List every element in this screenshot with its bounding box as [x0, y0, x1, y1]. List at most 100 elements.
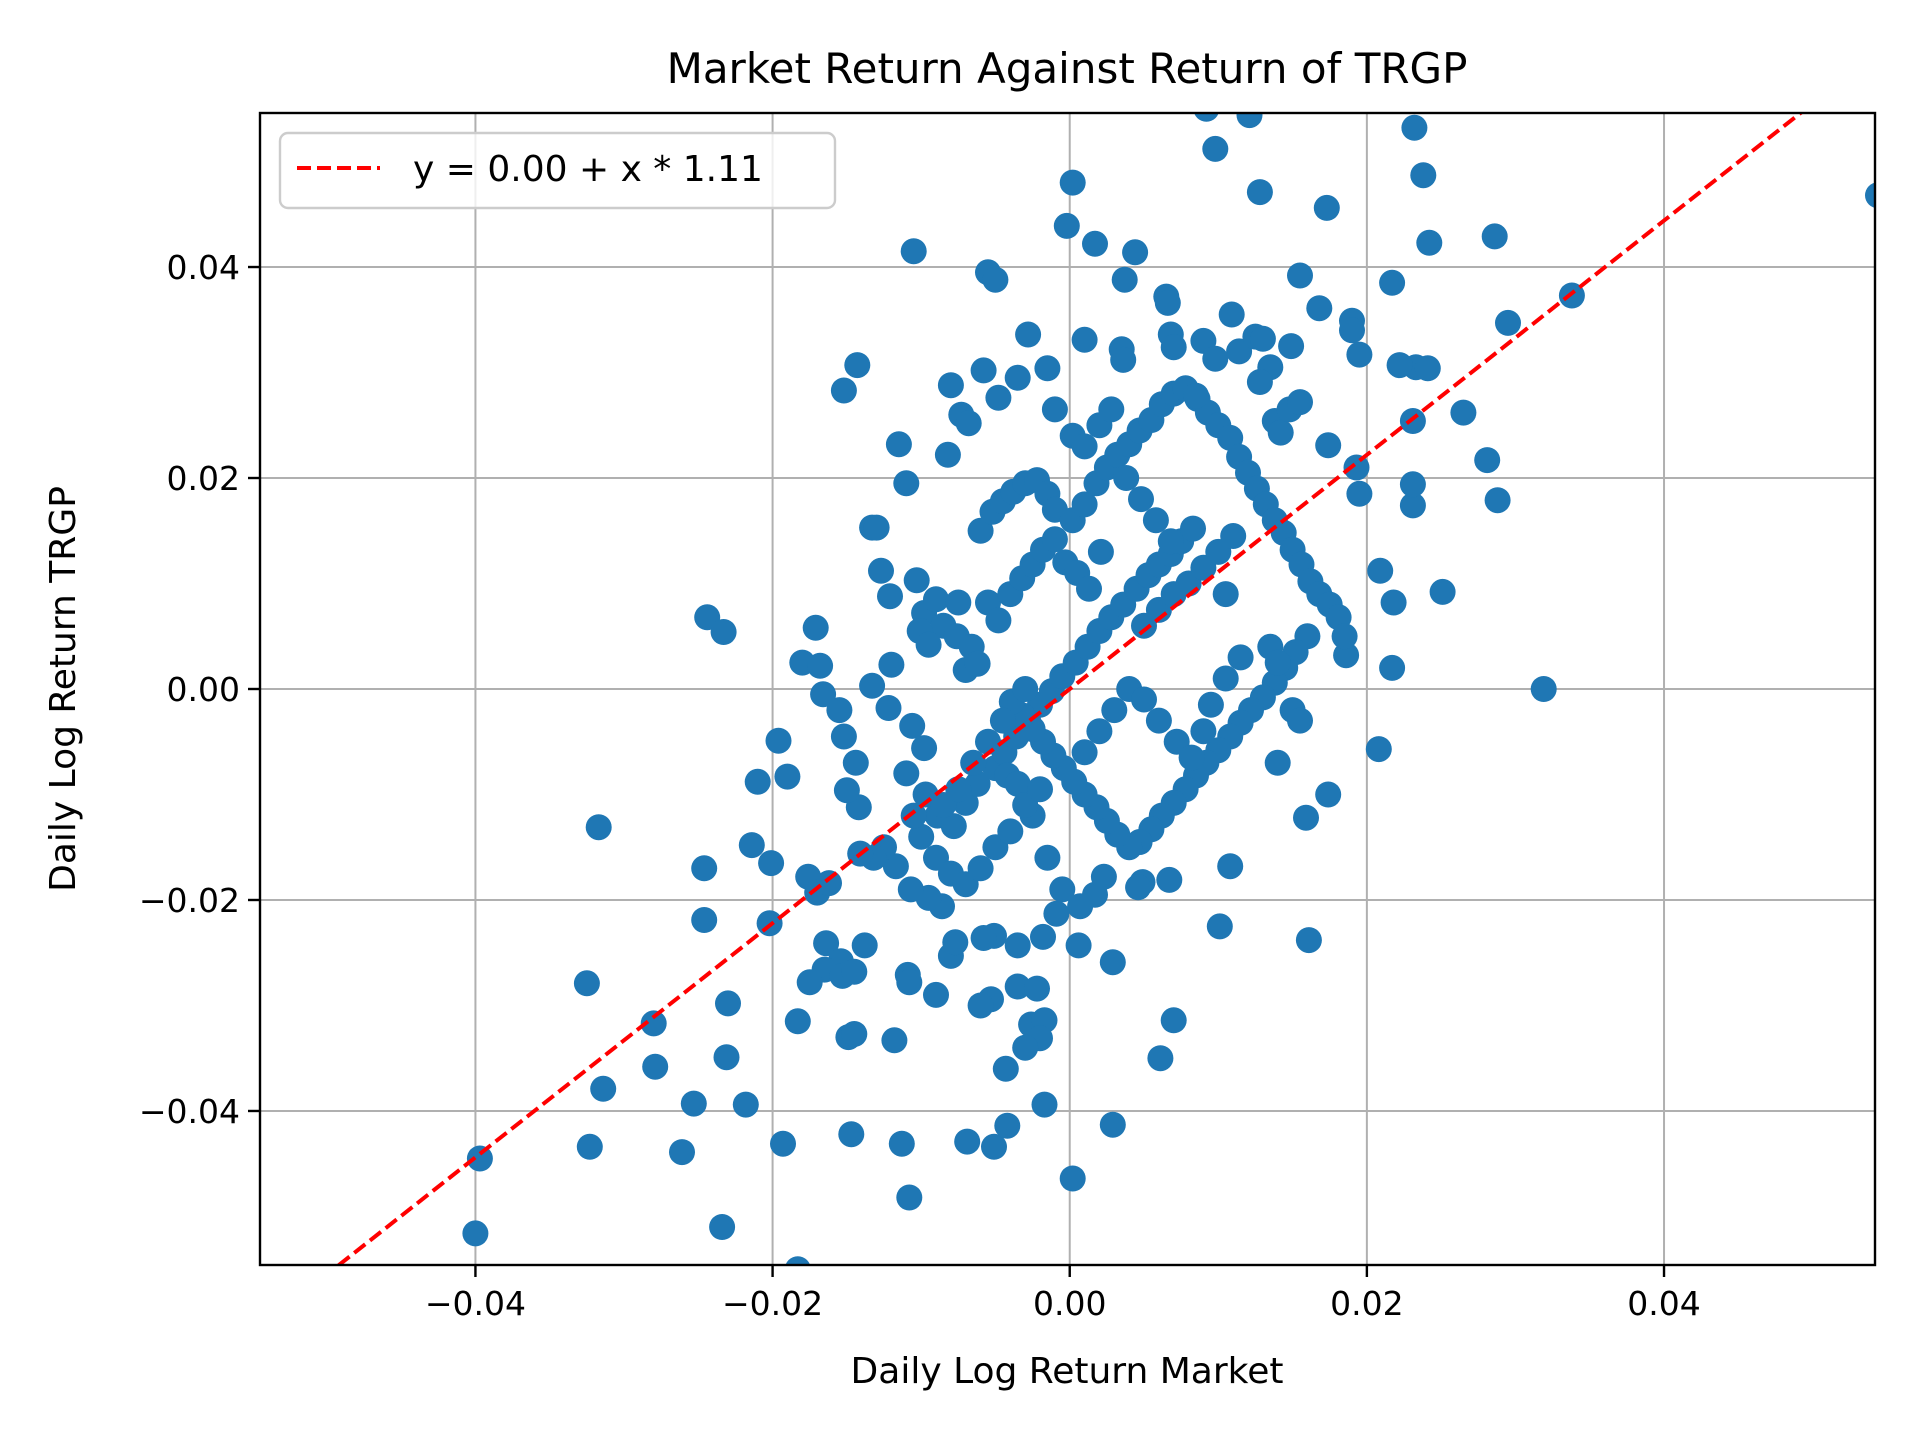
data-point: [985, 384, 1012, 411]
data-point: [882, 853, 909, 880]
data-point: [1380, 589, 1407, 616]
data-point: [851, 932, 878, 959]
data-point: [1315, 432, 1342, 459]
data-point: [462, 1220, 489, 1247]
data-point: [1399, 471, 1426, 498]
data-point: [1004, 364, 1031, 391]
data-point: [878, 651, 905, 678]
data-point: [1145, 707, 1172, 734]
data-point: [1071, 739, 1098, 766]
data-point: [1087, 538, 1114, 565]
data-point: [994, 1112, 1021, 1139]
data-point: [758, 850, 785, 877]
data-point: [1865, 182, 1875, 208]
data-point: [1484, 487, 1511, 514]
data-point: [1004, 973, 1031, 1000]
data-point: [893, 470, 920, 497]
data-point: [955, 410, 982, 437]
data-point: [466, 1145, 493, 1172]
data-point: [1065, 932, 1092, 959]
data-point: [1212, 665, 1239, 692]
data-point: [954, 1128, 981, 1155]
data-point: [774, 763, 801, 790]
data-point: [1098, 396, 1125, 423]
data-point: [1125, 874, 1152, 901]
data-point: [1043, 900, 1070, 927]
data-point: [1246, 369, 1273, 395]
data-point: [1101, 697, 1128, 724]
data-point: [868, 557, 894, 584]
data-point: [1386, 352, 1413, 379]
data-point: [1474, 447, 1501, 474]
data-point: [1147, 1045, 1174, 1072]
data-point: [1071, 433, 1098, 460]
data-point: [796, 969, 823, 996]
data-point: [1156, 866, 1183, 893]
data-point: [710, 619, 737, 645]
data-point: [1401, 114, 1428, 141]
data-point: [841, 1021, 868, 1047]
chart-title: Market Return Against Return of TRGP: [667, 44, 1468, 93]
data-point: [709, 1214, 736, 1240]
data-point: [833, 777, 860, 804]
data-point: [1346, 480, 1373, 507]
data-point: [1379, 654, 1406, 681]
data-point: [877, 583, 903, 610]
data-point: [1082, 230, 1108, 257]
data-point: [1030, 923, 1056, 950]
data-point: [1365, 736, 1392, 763]
y-tick-label: 0.04: [167, 248, 240, 287]
data-point: [1410, 162, 1437, 189]
data-point: [1067, 893, 1094, 920]
data-point: [807, 652, 834, 679]
data-point: [1034, 844, 1061, 871]
data-point: [967, 855, 994, 882]
data-point: [1178, 744, 1205, 771]
data-point: [1004, 932, 1031, 959]
data-point: [881, 1027, 908, 1054]
data-point: [576, 1133, 603, 1160]
legend-label: y = 0.00 + x * 1.11: [413, 149, 763, 190]
data-point: [1071, 326, 1098, 353]
data-point: [1267, 419, 1294, 446]
y-tick-label: −0.04: [139, 1092, 240, 1131]
data-point: [1160, 1007, 1187, 1034]
data-points: [462, 113, 1875, 1265]
data-point: [1076, 575, 1102, 602]
data-point: [669, 1139, 695, 1166]
data-point: [1450, 399, 1477, 426]
data-point: [1090, 863, 1117, 890]
data-point: [885, 431, 912, 458]
data-point: [896, 969, 923, 996]
x-tick-label: 0.00: [1033, 1284, 1106, 1323]
data-point: [863, 514, 890, 541]
y-tick-label: −0.02: [139, 881, 240, 920]
data-point: [903, 567, 930, 594]
data-point: [1414, 355, 1441, 382]
data-point: [1218, 301, 1245, 328]
data-point: [893, 760, 920, 787]
data-point: [590, 1075, 617, 1102]
data-point: [945, 589, 972, 616]
data-point: [1190, 718, 1217, 745]
y-axis-ticks: −0.04 −0.02 0.00 0.02 0.04: [139, 248, 260, 1131]
data-point: [765, 727, 792, 754]
data-point: [1053, 212, 1080, 239]
data-point: [1180, 515, 1206, 542]
data-point: [784, 1008, 811, 1035]
data-point: [1086, 718, 1113, 745]
data-point: [642, 1053, 669, 1080]
data-point: [1131, 686, 1157, 713]
data-point: [964, 650, 991, 677]
data-point: [1004, 770, 1031, 797]
data-point: [1346, 341, 1373, 368]
data-point: [691, 907, 718, 933]
data-point: [1399, 492, 1426, 519]
data-point: [1287, 262, 1313, 289]
data-point: [1111, 266, 1138, 293]
data-point: [1416, 229, 1443, 256]
data-point: [1217, 853, 1244, 880]
data-point: [1212, 581, 1239, 608]
